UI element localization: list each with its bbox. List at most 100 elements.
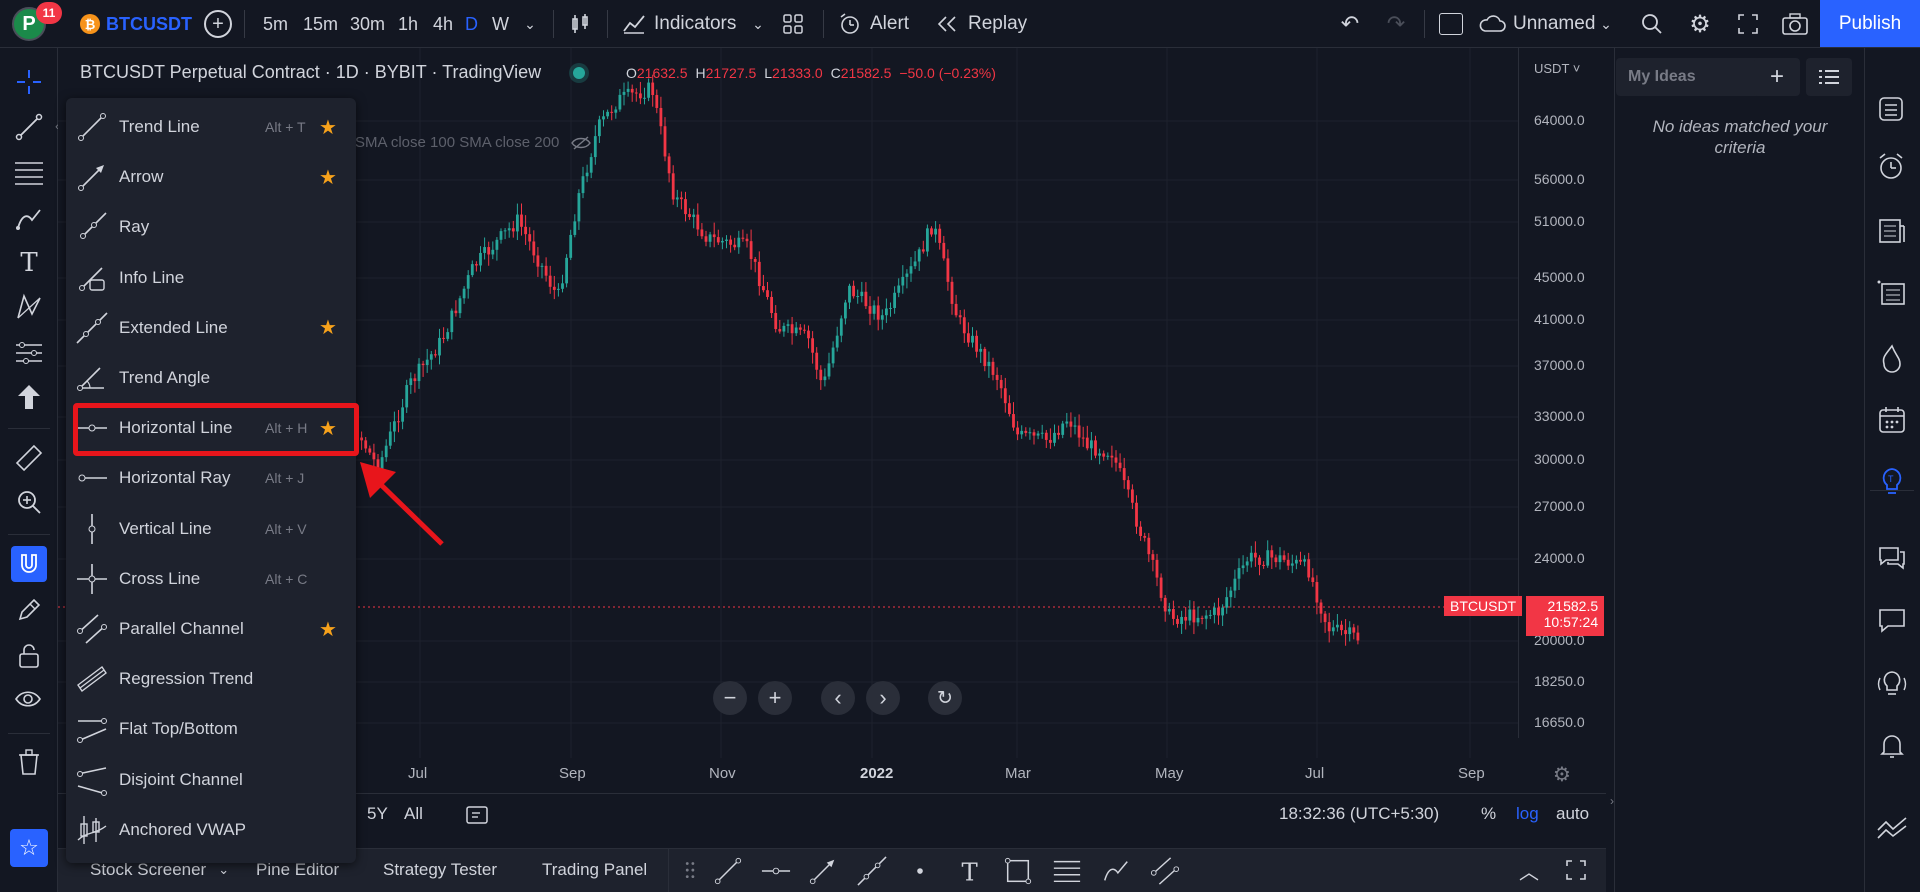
menu-item-anchored-vwap[interactable]: Anchored VWAP bbox=[66, 805, 356, 855]
add-symbol-icon[interactable]: + bbox=[204, 10, 232, 38]
favorite-star-icon[interactable]: ★ bbox=[319, 417, 337, 440]
alarm-clock-icon[interactable] bbox=[1864, 143, 1920, 193]
fullscreen-frame-icon[interactable] bbox=[1439, 13, 1463, 35]
calendar-icon[interactable] bbox=[1864, 395, 1920, 445]
draw-mode-icon[interactable] bbox=[0, 590, 58, 630]
undo-icon[interactable]: ↶ bbox=[1340, 11, 1360, 36]
eye-icon[interactable] bbox=[0, 680, 58, 720]
chat-bubble-icon[interactable] bbox=[1864, 595, 1920, 645]
chats-icon[interactable] bbox=[1864, 533, 1920, 583]
text-tool-icon[interactable]: T bbox=[20, 248, 38, 278]
chevron-down-icon[interactable]: ⌄ bbox=[752, 15, 764, 32]
brush-icon[interactable] bbox=[1099, 854, 1133, 888]
screener-icon[interactable] bbox=[1864, 269, 1920, 319]
rectangle-icon[interactable] bbox=[1001, 854, 1035, 888]
news-icon[interactable] bbox=[1864, 207, 1920, 257]
menu-item-flat-top-bottom[interactable]: Flat Top/Bottom bbox=[66, 704, 356, 754]
camera-icon[interactable] bbox=[1781, 10, 1809, 38]
menu-item-vertical-line[interactable]: Vertical Line Alt + V bbox=[66, 504, 356, 554]
crosshair-icon[interactable] bbox=[0, 62, 58, 102]
menu-item-arrow[interactable]: Arrow ★ bbox=[66, 152, 356, 202]
trend-line-icon[interactable] bbox=[711, 854, 745, 888]
indicator-legend[interactable]: SMA close 100 SMA close 200 bbox=[355, 134, 560, 151]
chevron-down-icon[interactable]: ⌄ bbox=[1600, 15, 1612, 32]
ideas-lightbulb-icon[interactable]: T bbox=[1864, 457, 1920, 507]
menu-item-cross-line[interactable]: Cross Line Alt + C bbox=[66, 554, 356, 604]
pattern-icon[interactable] bbox=[0, 287, 58, 327]
fib-retracement-icon[interactable] bbox=[1050, 854, 1084, 888]
tab-stock-screener[interactable]: Stock Screener ⌄ bbox=[90, 848, 229, 892]
arrow-up-icon[interactable] bbox=[0, 377, 58, 417]
menu-item-trend-angle[interactable]: Trend Angle bbox=[66, 353, 356, 403]
menu-item-trend-line[interactable]: Trend Line Alt + T ★ bbox=[66, 102, 356, 152]
chevron-up-icon[interactable]: ︿ bbox=[1519, 861, 1539, 884]
indicators-button[interactable]: Indicators bbox=[622, 0, 736, 48]
favorite-star-icon[interactable]: ★ bbox=[319, 317, 337, 340]
reset-chart-button[interactable]: ↻ bbox=[928, 681, 962, 715]
fullscreen-icon[interactable] bbox=[1734, 10, 1762, 38]
menu-item-horizontal-ray[interactable]: Horizontal Ray Alt + J bbox=[66, 453, 356, 503]
text-tool-icon[interactable]: T bbox=[952, 854, 986, 888]
range-all[interactable]: All bbox=[404, 804, 423, 823]
alert-button[interactable]: Alert bbox=[838, 0, 909, 48]
horizontal-line-icon[interactable] bbox=[759, 854, 793, 888]
drag-handle-icon[interactable] bbox=[674, 854, 708, 888]
menu-item-ray[interactable]: Ray bbox=[66, 202, 356, 252]
menu-item-disjoint-channel[interactable]: Disjoint Channel bbox=[66, 755, 356, 805]
dot-icon[interactable] bbox=[903, 854, 937, 888]
arrow-icon[interactable] bbox=[806, 854, 840, 888]
add-idea-button[interactable]: + bbox=[1754, 58, 1800, 96]
chevron-right-icon[interactable]: › bbox=[1610, 794, 1614, 808]
forecasting-icon[interactable] bbox=[0, 333, 58, 373]
trend-line-tool-icon[interactable] bbox=[0, 107, 58, 147]
favorites-star-icon[interactable]: ☆ bbox=[0, 828, 58, 868]
range-5y[interactable]: 5Y bbox=[367, 804, 388, 823]
zoom-in-button[interactable]: + bbox=[758, 681, 792, 715]
timeframe-15m[interactable]: 15m bbox=[303, 13, 339, 34]
zoom-in-icon[interactable] bbox=[0, 482, 58, 522]
magnet-icon[interactable] bbox=[0, 544, 58, 584]
zoom-out-button[interactable]: − bbox=[713, 681, 747, 715]
help-bulb-icon[interactable] bbox=[1864, 659, 1920, 709]
watchlist-icon[interactable] bbox=[1864, 85, 1920, 135]
lock-icon[interactable] bbox=[0, 636, 58, 676]
timeframe-d[interactable]: D bbox=[465, 13, 478, 34]
clock[interactable]: 18:32:36 (UTC+5:30) bbox=[1279, 804, 1440, 823]
timeframe-5m[interactable]: 5m bbox=[263, 13, 289, 34]
replay-button[interactable]: Replay bbox=[936, 0, 1027, 48]
gear-icon[interactable]: ⚙ bbox=[1689, 10, 1711, 38]
percent-scale-toggle[interactable]: % bbox=[1481, 804, 1497, 823]
auto-scale-toggle[interactable]: auto bbox=[1556, 804, 1590, 823]
menu-item-info-line[interactable]: Info Line bbox=[66, 253, 356, 303]
candles-icon[interactable] bbox=[566, 10, 594, 38]
eye-hidden-icon[interactable] bbox=[570, 133, 592, 153]
layout-name-button[interactable]: Unnamed bbox=[1477, 0, 1595, 48]
timeframe-1h[interactable]: 1h bbox=[398, 13, 419, 34]
time-scale-settings-icon[interactable]: ⚙ bbox=[1553, 763, 1571, 786]
tab-pine-editor[interactable]: Pine Editor bbox=[256, 860, 340, 879]
menu-item-horizontal-line[interactable]: Horizontal Line Alt + H ★ bbox=[66, 403, 356, 453]
layouts-grid-icon[interactable] bbox=[779, 10, 807, 38]
timeframe-4h[interactable]: 4h bbox=[433, 13, 454, 34]
menu-item-parallel-channel[interactable]: Parallel Channel ★ bbox=[66, 604, 356, 654]
timeframe-w[interactable]: W bbox=[492, 13, 509, 34]
currency-selector[interactable]: USDT ˅ bbox=[1534, 61, 1581, 76]
extended-line-icon[interactable] bbox=[855, 854, 889, 888]
search-icon[interactable] bbox=[1638, 10, 1666, 38]
maximize-panel-icon[interactable] bbox=[1562, 856, 1590, 884]
list-view-icon[interactable] bbox=[1806, 58, 1852, 96]
chevron-down-icon[interactable]: ⌄ bbox=[524, 15, 536, 32]
favorite-star-icon[interactable]: ★ bbox=[319, 116, 337, 139]
favorite-star-icon[interactable]: ★ bbox=[319, 166, 337, 189]
trading-chart-icon[interactable] bbox=[1864, 803, 1920, 853]
publish-button[interactable]: Publish bbox=[1820, 0, 1920, 47]
menu-item-regression-trend[interactable]: Regression Trend bbox=[66, 654, 356, 704]
notifications-bell-icon[interactable] bbox=[1864, 721, 1920, 771]
scroll-left-button[interactable]: ‹ bbox=[821, 681, 855, 715]
symbol-search[interactable]: ₿ BTCUSDT bbox=[80, 0, 192, 48]
tab-trading-panel[interactable]: Trading Panel bbox=[542, 860, 648, 879]
price-scale[interactable] bbox=[1518, 48, 1606, 738]
chevron-left-icon[interactable]: ‹ bbox=[55, 121, 59, 133]
menu-item-extended-line[interactable]: Extended Line ★ bbox=[66, 303, 356, 353]
ideas-title[interactable]: My Ideas bbox=[1616, 58, 1776, 96]
